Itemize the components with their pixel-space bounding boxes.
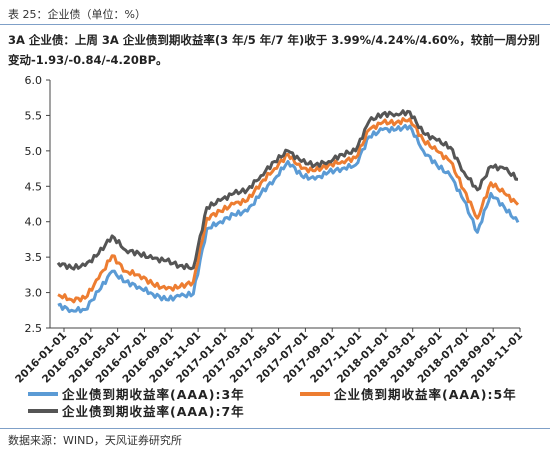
legend-label-3: 企业债到期收益率(AAA):7年 <box>61 404 245 419</box>
chart-series <box>56 109 520 314</box>
y-tick-label: 5.0 <box>25 145 43 158</box>
series-line-3 <box>56 109 518 271</box>
chart-description: 3A 企业债：上周 3A 企业债到期收益率(3 年/5 年/7 年)收于 3.9… <box>8 33 540 67</box>
y-tick-label: 4.5 <box>25 180 43 193</box>
y-tick-label: 6.0 <box>25 74 43 87</box>
series-line-2 <box>57 117 520 304</box>
table-caption: 表 25：企业债（单位：%） <box>8 8 146 21</box>
chart-legend: 企业债到期收益率(AAA):3年 企业债到期收益率(AAA):5年企业债到期收益率… <box>28 387 517 419</box>
y-tick-label: 3.0 <box>25 287 43 300</box>
legend-label-2: 企业债到期收益率(AAA):5年 <box>333 387 517 402</box>
legend-label-1: 企业债到期收益率(AAA):3年 <box>61 387 245 402</box>
y-tick-label: 2.5 <box>25 322 43 335</box>
y-tick-label: 4.0 <box>25 216 43 229</box>
caption-divider <box>0 24 550 25</box>
y-tick-label: 5.5 <box>25 109 43 122</box>
y-tick-label: 3.5 <box>25 251 43 264</box>
series-line-1 <box>57 124 520 314</box>
chart-axes: 2.53.03.54.04.55.05.56.02016-01-012016-0… <box>13 74 525 386</box>
source-note: 数据来源：WIND，天风证券研究所 <box>8 434 182 447</box>
source-divider <box>0 428 550 429</box>
